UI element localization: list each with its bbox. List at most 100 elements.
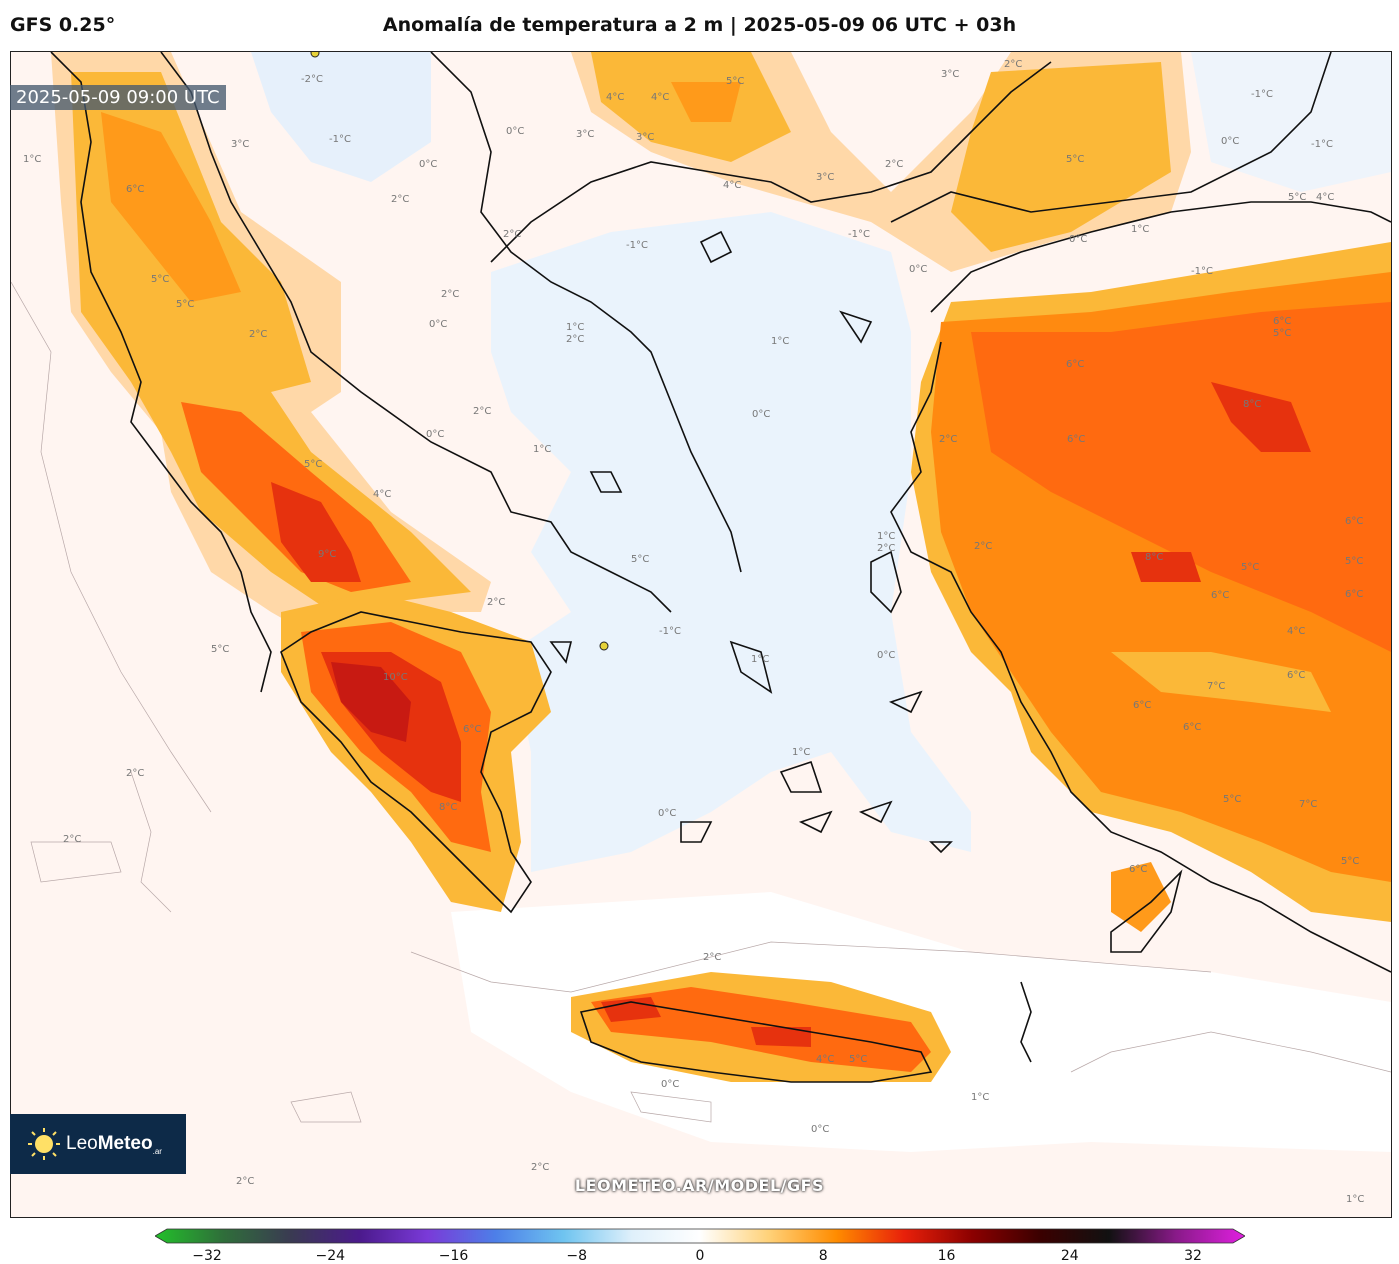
colorbar-gradient xyxy=(155,1228,1245,1244)
isotherm-label: 2°C xyxy=(236,1176,254,1187)
isotherm-label: 8°C xyxy=(439,802,457,813)
isotherm-label: 6°C xyxy=(1133,700,1151,711)
isotherm-label: 7°C xyxy=(1207,681,1225,692)
colorbar-tick-label: 32 xyxy=(1184,1248,1202,1264)
isotherm-label: 6°C xyxy=(1273,316,1291,327)
isotherm-label: 2°C xyxy=(885,159,903,170)
isotherm-label: 6°C xyxy=(1211,590,1229,601)
isotherm-label: 1°C xyxy=(792,747,810,758)
isotherm-label: 4°C xyxy=(1287,626,1305,637)
isotherm-label: 2°C xyxy=(441,289,459,300)
logo-text: LeoMeteo.ar xyxy=(66,1132,162,1156)
isotherm-label: -1°C xyxy=(1191,266,1213,277)
isotherm-label: 2°C xyxy=(531,1162,549,1173)
isotherm-label: 2°C xyxy=(974,541,992,552)
colorbar-tick-label: −8 xyxy=(566,1248,588,1264)
isotherm-label: 1°C xyxy=(23,154,41,165)
valid-time-badge: 2025-05-09 09:00 UTC xyxy=(10,85,226,110)
isotherm-label: 4°C xyxy=(373,489,391,500)
isotherm-label: 5°C xyxy=(211,644,229,655)
isotherm-label: 4°C xyxy=(723,180,741,191)
isotherm-label: 2°C xyxy=(566,334,584,345)
colorbar-tick-label: 24 xyxy=(1060,1248,1079,1264)
anomaly-fill-layers xyxy=(51,52,1391,1152)
isotherm-label: 6°C xyxy=(463,724,481,735)
isotherm-label: 6°C xyxy=(1066,359,1084,370)
isotherm-label: 5°C xyxy=(1241,562,1259,573)
isotherm-label: 0°C xyxy=(661,1079,679,1090)
isotherm-label: 5°C xyxy=(1288,192,1306,203)
isotherm-label: 5°C xyxy=(1341,856,1359,867)
isotherm-label: 3°C xyxy=(941,69,959,80)
isotherm-label: 7°C xyxy=(1299,799,1317,810)
isotherm-label: 2°C xyxy=(939,434,957,445)
isotherm-label: 6°C xyxy=(1345,589,1363,600)
negative-anomaly-northeast xyxy=(1191,52,1391,192)
isotherm-label: 5°C xyxy=(1223,794,1241,805)
isotherm-label: 0°C xyxy=(658,808,676,819)
isotherm-label: 4°C xyxy=(606,92,624,103)
isotherm-label: 5°C xyxy=(1066,154,1084,165)
isotherm-label: 6°C xyxy=(1067,434,1085,445)
isotherm-label: 0°C xyxy=(419,159,437,170)
coastlines xyxy=(50,52,1391,1083)
isotherm-label: -1°C xyxy=(659,626,681,637)
isotherm-label: 0°C xyxy=(1221,136,1239,147)
isotherm-label: 0°C xyxy=(811,1124,829,1135)
isotherm-label: 2°C xyxy=(473,406,491,417)
isotherm-label: 0°C xyxy=(429,319,447,330)
isotherm-label: 10°C xyxy=(383,672,408,683)
isotherm-label: 1°C xyxy=(566,322,584,333)
isotherm-label: 2°C xyxy=(703,952,721,963)
station-marker xyxy=(310,52,320,58)
isotherm-label: 5°C xyxy=(1345,556,1363,567)
isotherm-label: -1°C xyxy=(1311,139,1333,150)
warm-anomaly-peloponnese-peak xyxy=(331,662,411,742)
isotherm-label: 3°C xyxy=(816,172,834,183)
negative-anomaly-region xyxy=(491,212,971,872)
map-title: Anomalía de temperatura a 2 m | 2025-05-… xyxy=(382,14,1017,36)
warm-anomaly-anatolia-hot xyxy=(1131,382,1311,582)
colorbar-tick-label: 8 xyxy=(818,1248,828,1264)
isotherm-label: -1°C xyxy=(848,229,870,240)
sun-icon xyxy=(28,1128,60,1160)
map-canvas: 1°C 6°C 5°C 5°C 2°C -2°C -1°C 3°C 2°C 0°… xyxy=(11,52,1391,1205)
model-label: GFS 0.25° xyxy=(10,14,116,36)
isotherm-label: 2°C xyxy=(503,229,521,240)
isotherm-label: 1°C xyxy=(533,444,551,455)
isotherm-label: 3°C xyxy=(576,129,594,140)
warm-anomaly-anatolia-band xyxy=(1111,652,1331,712)
isotherm-label: 1°C xyxy=(1131,224,1149,235)
isotherm-label: 2°C xyxy=(249,329,267,340)
temperature-anomaly-map: 1°C 6°C 5°C 5°C 2°C -2°C -1°C 3°C 2°C 0°… xyxy=(10,51,1392,1218)
isotherm-label: 8°C xyxy=(1145,552,1163,563)
warm-anomaly-west-peak xyxy=(271,482,361,582)
colorbar-tick-label: −24 xyxy=(315,1248,346,1264)
station-marker xyxy=(599,641,609,651)
isotherm-label: 4°C xyxy=(651,92,669,103)
isotherm-label: 5°C xyxy=(631,554,649,565)
isotherm-label: 6°C xyxy=(1287,670,1305,681)
isotherm-label: 0°C xyxy=(1069,234,1087,245)
isotherm-label: 3°C xyxy=(636,132,654,143)
isotherm-label: 0°C xyxy=(752,409,770,420)
isotherm-label: 2°C xyxy=(877,543,895,554)
isotherm-label: 4°C xyxy=(816,1054,834,1065)
isotherm-label: 1°C xyxy=(971,1092,989,1103)
isotherm-label: -1°C xyxy=(329,134,351,145)
isotherm-label: 9°C xyxy=(318,549,336,560)
isotherm-label: 5°C xyxy=(1273,328,1291,339)
colorbar-tick-label: −16 xyxy=(438,1248,469,1264)
isotherm-label: -1°C xyxy=(1251,89,1273,100)
isotherm-label: 0°C xyxy=(909,264,927,275)
isotherm-label: 8°C xyxy=(1243,399,1261,410)
isotherm-labels: 1°C 6°C 5°C 5°C 2°C -2°C -1°C 3°C 2°C 0°… xyxy=(23,59,1364,1205)
isotherm-label: 5°C xyxy=(304,459,322,470)
isotherm-label: 6°C xyxy=(1183,722,1201,733)
isotherm-label: -1°C xyxy=(626,240,648,251)
isotherm-label: 1°C xyxy=(877,531,895,542)
watermark-url: LEOMETEO.AR/MODEL/GFS xyxy=(574,1176,825,1195)
isotherm-lines xyxy=(11,281,1391,1123)
colorbar-tick-label: 16 xyxy=(937,1248,956,1264)
isotherm-label: 4°C xyxy=(1316,192,1334,203)
